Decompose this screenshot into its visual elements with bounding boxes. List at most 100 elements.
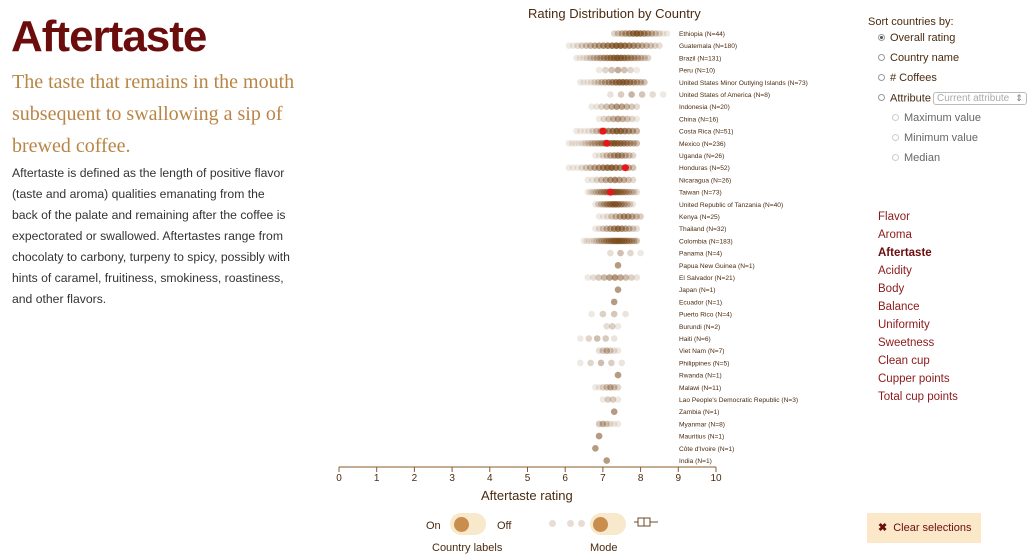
country-label: Honduras (N=52) [679,165,730,172]
attribute-item-cupper-points[interactable]: Cupper points [878,373,950,385]
country-row[interactable]: Viet Nam (N=7) [595,347,725,355]
rating-dot [599,225,607,232]
clear-selections-button[interactable]: ✖ Clear selections [867,513,981,543]
attribute-item-total-cup-points[interactable]: Total cup points [878,391,958,403]
sort-num-coffees[interactable]: # Coffees [878,72,937,84]
rating-dot [608,66,615,74]
country-row[interactable]: Japan (N=1) [614,286,716,294]
rating-dot [629,213,636,220]
rating-dot [620,176,628,184]
sort-attribute[interactable]: Attribute Current attribute [878,92,1027,105]
rating-dot [628,237,636,245]
x-tick-label: 10 [710,473,722,484]
country-row[interactable]: Peru (N=10) [595,66,715,75]
country-row[interactable]: United Republic of Tanzania (N=40) [592,201,783,209]
rating-dot [609,323,616,330]
rating-dot [626,237,633,245]
country-label: Colombia (N=183) [679,238,733,245]
attribute-select[interactable]: Current attribute [932,92,1027,105]
country-row[interactable]: Lao People's Democratic Republic (N=3) [599,396,798,404]
country-label: Guatemala (N=180) [679,43,737,50]
selected-rating-dot[interactable] [622,164,629,172]
country-row[interactable]: Philippines (N=5) [577,359,729,368]
country-row[interactable]: China (N=16) [595,115,719,124]
rating-dot [644,30,652,37]
country-label: Mexico (N=236) [679,141,726,148]
country-row[interactable]: Zambia (N=1) [610,408,720,416]
selected-rating-dot[interactable] [603,139,611,147]
country-row[interactable]: Rwanda (N=1) [614,371,722,380]
attribute-item-aftertaste[interactable]: Aftertaste [878,247,932,259]
attribute-subtitle: The taste that remains in the mouth subs… [12,71,295,157]
country-row[interactable]: Panama (N=4) [607,249,722,258]
country-row[interactable]: Indonesia (N=20) [588,103,730,111]
country-row[interactable]: Mexico (N=236) [565,139,726,148]
country-row[interactable]: Guatemala (N=180) [565,42,737,50]
rating-dot [587,42,594,49]
country-row[interactable]: United States of America (N=8) [607,91,770,99]
country-row[interactable]: Honduras (N=52) [565,164,730,172]
rating-dot [644,54,652,62]
rating-dot [610,115,617,123]
attribute-item-clean-cup[interactable]: Clean cup [878,355,930,367]
sort-median[interactable]: Median [892,152,940,164]
country-row[interactable]: Brazil (N=131) [573,54,721,63]
attribute-item-sweetness[interactable]: Sweetness [878,337,935,349]
country-label: Panama (N=4) [679,251,722,258]
country-label: Costa Rica (N=51) [679,129,733,136]
attribute-item-uniformity[interactable]: Uniformity [878,319,930,331]
rating-dot [617,274,624,281]
attribute-item-body[interactable]: Body [878,283,905,295]
country-row[interactable]: Nicaragua (N=26) [584,176,732,185]
rating-dot [598,79,605,86]
country-row[interactable]: Colombia (N=183) [580,237,733,246]
rating-dot [604,396,612,403]
sort-overall-rating[interactable]: Overall rating [878,32,955,44]
rating-dot [610,347,618,355]
country-row[interactable]: Uganda (N=26) [592,152,724,160]
attribute-item-acidity[interactable]: Acidity [878,265,912,277]
rating-dot [621,201,628,208]
selected-rating-dot[interactable] [599,127,607,135]
country-row[interactable]: Kenya (N=25) [595,213,720,221]
country-row[interactable]: Haiti (N=6) [577,335,711,343]
country-row[interactable]: Côte d'Ivoire (N=1) [592,445,734,453]
rating-dot [576,54,584,62]
chart-title: Rating Distribution by Country [528,6,701,21]
country-row[interactable]: Malawi (N=11) [592,384,721,392]
rating-dot [573,127,580,135]
country-row[interactable]: Papua New Guinea (N=1) [614,262,755,270]
rating-dot [610,310,618,318]
attribute-item-balance[interactable]: Balance [878,301,920,313]
country-row[interactable]: United States Minor Outlying Islands (N=… [577,79,808,87]
country-row[interactable]: Taiwan (N=73) [584,188,722,197]
country-row[interactable]: Ethiopia (N=44) [610,30,725,38]
rating-dot [608,103,615,110]
country-row[interactable]: Myanmar (N=8) [595,420,725,429]
country-row[interactable]: Costa Rica (N=51) [573,127,733,136]
country-row[interactable]: Mauritius (N=1) [595,432,724,441]
rating-dot [659,91,667,98]
country-row[interactable]: India (N=1) [603,457,712,465]
rating-dot [590,54,597,62]
attribute-item-aroma[interactable]: Aroma [878,229,912,241]
sort-title: Sort countries by: [868,16,954,28]
mode-toggle[interactable] [590,513,626,535]
rating-dot [621,66,628,74]
country-row[interactable]: Puerto Rico (N=4) [588,310,732,319]
country-labels-toggle[interactable] [450,513,486,535]
rating-dot [584,188,592,196]
sort-country-name[interactable]: Country name [878,52,959,64]
x-axis-label: Aftertaste rating [481,488,573,503]
sort-max-value[interactable]: Maximum value [892,112,981,124]
selected-rating-dot[interactable] [606,188,614,196]
country-row[interactable]: Burundi (N=2) [603,323,720,331]
sort-min-value[interactable]: Minimum value [892,132,978,144]
country-row[interactable]: Ecuador (N=1) [610,298,722,307]
rating-dot [641,79,648,86]
attribute-item-flavor[interactable]: Flavor [878,211,910,223]
country-row[interactable]: El Salvador (N=21) [584,274,735,282]
country-row[interactable]: Thailand (N=32) [592,225,726,233]
country-label: Malawi (N=11) [679,385,721,392]
